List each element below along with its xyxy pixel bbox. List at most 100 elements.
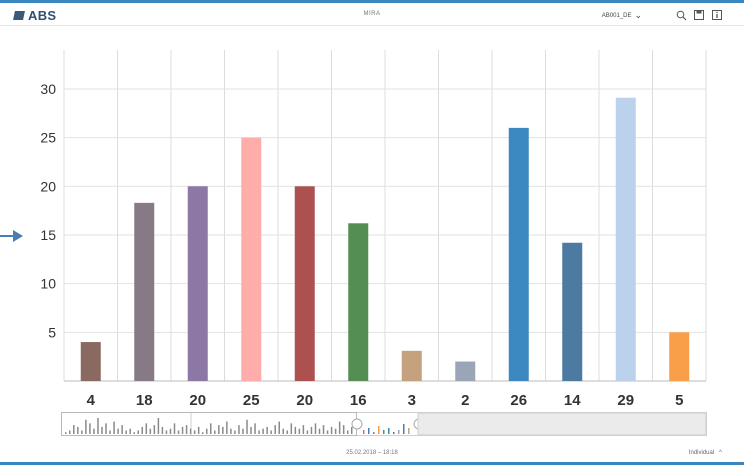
- x-tick-label: 5: [675, 392, 683, 408]
- y-tick-label: 25: [40, 130, 56, 146]
- navigator-bar: [161, 426, 164, 434]
- navigator-bar: [117, 428, 119, 434]
- navigator-bar: [97, 418, 99, 434]
- navigator-bar: [177, 430, 180, 434]
- navigator-bar: [250, 426, 252, 434]
- zoom-icon[interactable]: [675, 9, 687, 21]
- bar: [455, 361, 476, 381]
- navigator-bar: [398, 430, 400, 434]
- navigator-bar: [73, 425, 75, 434]
- brand-name: ABS: [28, 8, 57, 23]
- navigator-bar: [368, 428, 370, 434]
- navigator-bar: [218, 425, 220, 434]
- navigator-bar: [342, 425, 345, 434]
- navigator-bar: [165, 430, 168, 434]
- navigator-bar: [189, 428, 192, 434]
- view-mode-dropdown[interactable]: Individual ^: [689, 450, 722, 456]
- bar: [348, 223, 369, 381]
- navigator-bar: [258, 430, 260, 434]
- y-tick-label: 15: [40, 227, 56, 243]
- navigator-bar: [254, 423, 256, 434]
- bar: [187, 186, 208, 381]
- y-tick-label: 10: [40, 276, 56, 292]
- navigator-bar: [242, 428, 244, 434]
- navigator-bar: [246, 419, 248, 434]
- navigator-bar: [113, 421, 115, 434]
- navigator-bar: [149, 428, 152, 434]
- navigator-bar: [222, 426, 224, 434]
- navigator-bar: [403, 424, 405, 434]
- x-tick-label: 25: [243, 392, 260, 408]
- bar: [80, 342, 101, 381]
- navigator-bar: [145, 423, 148, 434]
- navigator-bar: [185, 425, 188, 434]
- x-tick-label: 20: [189, 392, 206, 408]
- brand-logo[interactable]: ABS: [13, 8, 57, 23]
- navigator-bar: [378, 426, 380, 434]
- navigator-bar: [338, 421, 341, 434]
- navigator-bar: [290, 423, 293, 434]
- x-tick-label: 16: [350, 392, 367, 408]
- navigator-bar: [388, 428, 390, 434]
- navigator-bar: [363, 430, 365, 434]
- navigator-bar: [109, 430, 111, 434]
- navigator-bar: [173, 423, 176, 434]
- arrow-right-icon: [0, 229, 24, 243]
- navigator-bar: [318, 428, 321, 434]
- navigator-bar: [393, 432, 395, 434]
- navigator-bar: [234, 430, 236, 434]
- y-tick-label: 5: [48, 324, 56, 340]
- navigator-bar: [193, 430, 196, 434]
- navigator-bar: [85, 419, 87, 434]
- x-tick-label: 26: [510, 392, 527, 408]
- navigator-bar: [294, 426, 297, 434]
- navigator-bar: [77, 426, 79, 434]
- navigator-bar: [181, 426, 184, 434]
- navigator-bar: [282, 428, 284, 434]
- navigator-bar: [330, 426, 333, 434]
- navigator-bar: [89, 423, 91, 434]
- navigator-bar: [201, 432, 204, 434]
- navigator-bar: [238, 425, 240, 434]
- navigator-bar: [408, 428, 410, 434]
- navigator-bar: [274, 425, 276, 434]
- navigator-bar: [153, 425, 156, 434]
- navigator-bar: [214, 430, 216, 434]
- bar: [508, 127, 529, 381]
- navigator-bar: [141, 426, 144, 434]
- info-icon[interactable]: [711, 9, 723, 21]
- navigator-bar: [266, 426, 268, 434]
- bar: [669, 332, 690, 381]
- navigator-unselected-area[interactable]: [417, 412, 707, 436]
- navigator-bar: [93, 428, 95, 434]
- bar-chart: 5 10 15 20 25 30 4 18 20 25 20 16 3 2 26 14 29 5: [40, 50, 707, 408]
- navigator-bar: [205, 428, 208, 434]
- navigator-bar: [169, 428, 172, 434]
- y-tick-label: 20: [40, 178, 56, 194]
- navigator-bar: [302, 425, 305, 434]
- navigator-bar: [121, 425, 123, 434]
- range-navigator[interactable]: [61, 410, 707, 438]
- user-dropdown[interactable]: AB001_DE ⌄: [602, 10, 642, 21]
- navigator-bar: [101, 426, 103, 434]
- navigator-bar: [334, 428, 337, 434]
- x-tick-label: 14: [564, 392, 581, 408]
- x-tick-label: 2: [461, 392, 469, 408]
- save-icon[interactable]: [693, 9, 705, 21]
- bar: [562, 242, 583, 381]
- view-mode-label: Individual: [688, 450, 715, 456]
- navigator-bar: [383, 430, 385, 434]
- navigator-bar: [197, 426, 200, 434]
- x-tick-label: 4: [87, 392, 96, 408]
- bar: [241, 137, 262, 381]
- navigator-bar: [230, 428, 232, 434]
- page-title: MIRA: [363, 11, 381, 17]
- navigator-bar: [270, 430, 272, 434]
- navigator-handle-left[interactable]: [351, 418, 363, 430]
- navigator-bar: [81, 430, 83, 434]
- timestamp: 25.02.2018 – 18:18: [346, 450, 398, 456]
- navigator-bar: [326, 430, 329, 434]
- chevron-down-icon: ⌄: [634, 10, 642, 20]
- navigator-bar: [298, 428, 301, 434]
- navigator-bar: [129, 428, 131, 434]
